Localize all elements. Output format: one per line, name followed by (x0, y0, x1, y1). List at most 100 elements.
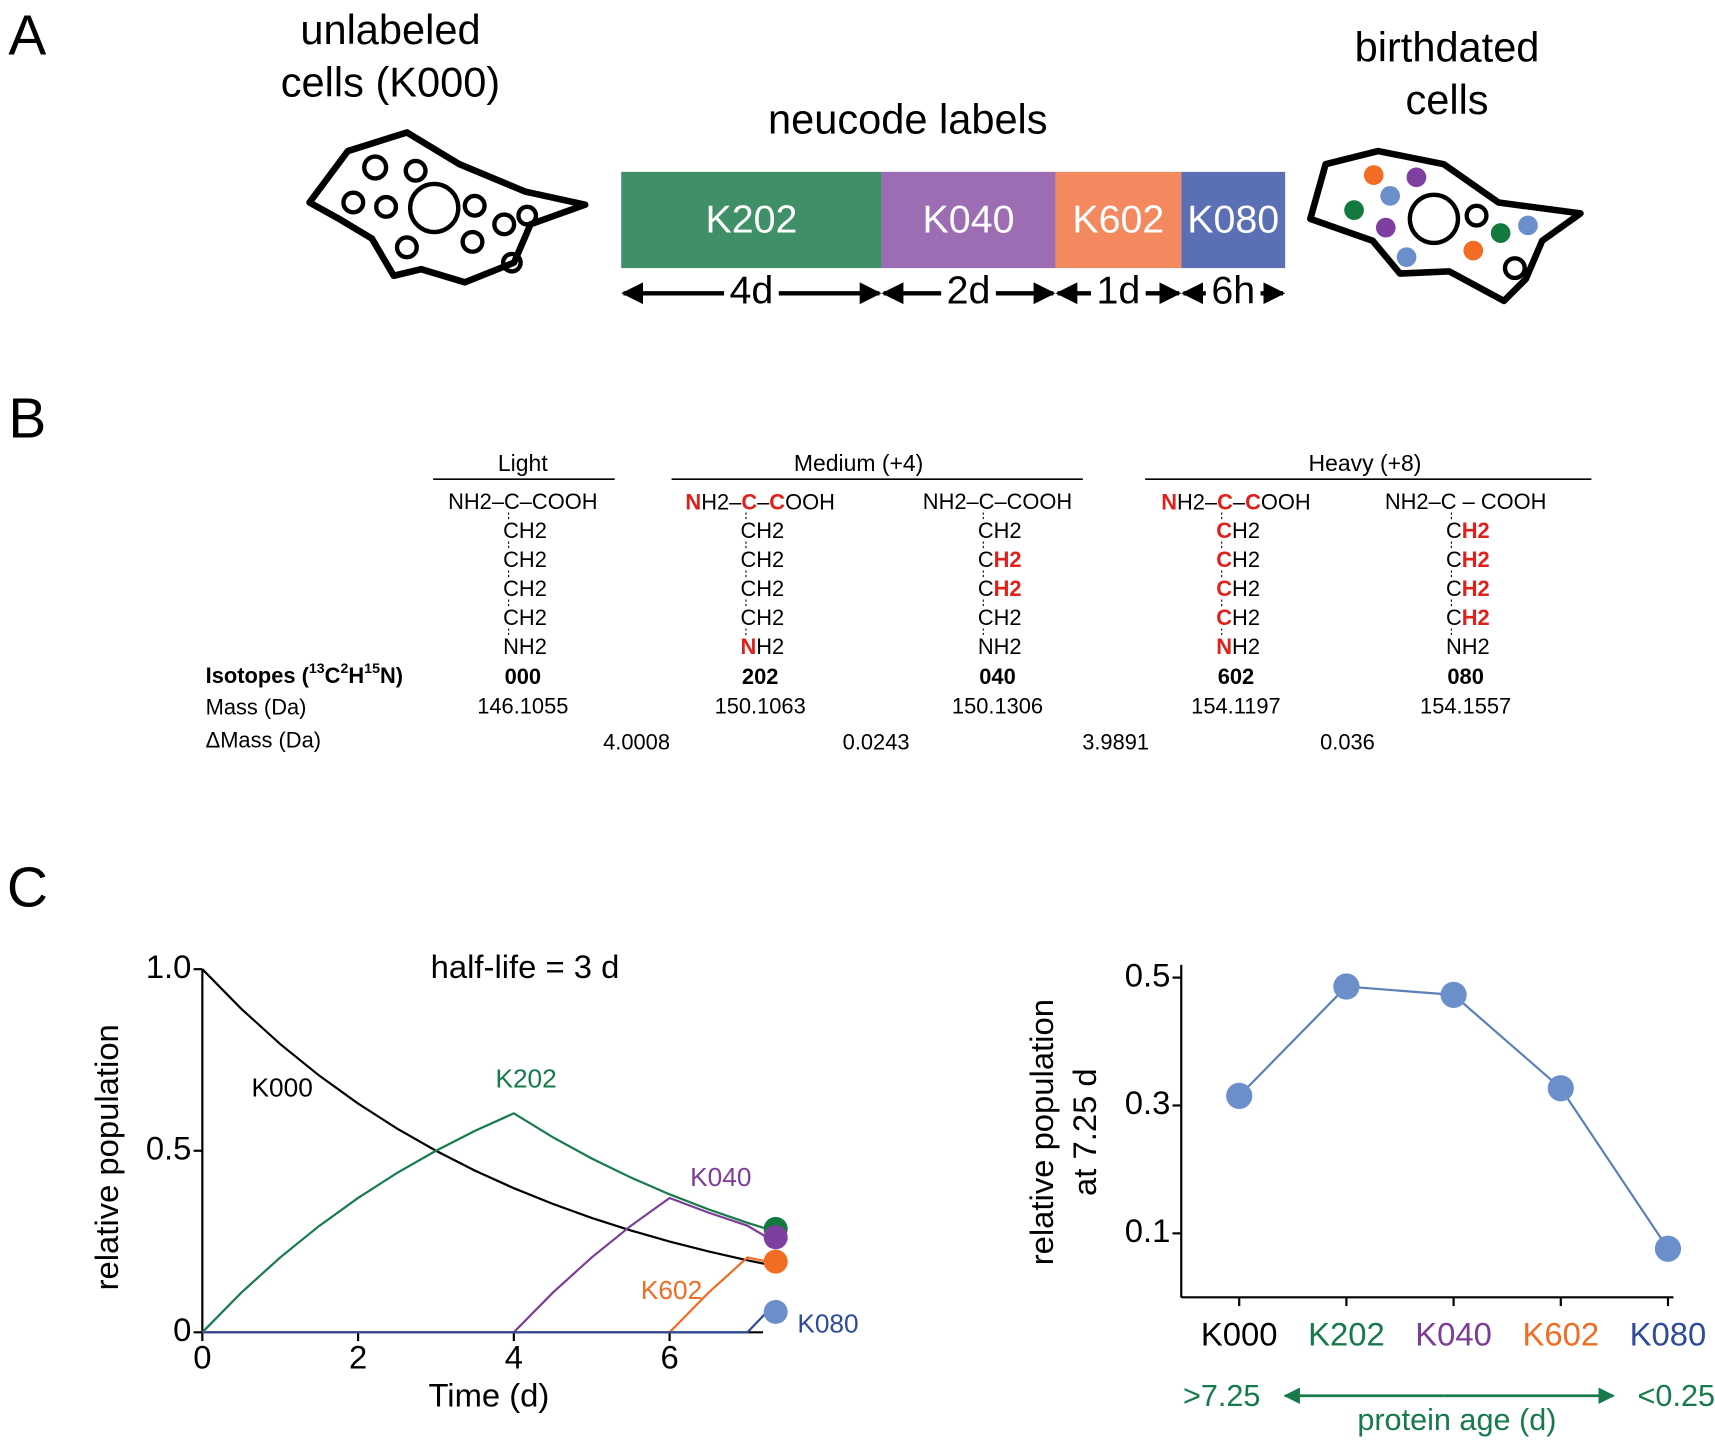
bar-title: neucode labels (768, 96, 1048, 143)
isotope-atom: N (685, 489, 701, 514)
text-run: C (978, 576, 994, 601)
segment-label: K080 (1187, 198, 1279, 242)
series-line (1238, 985, 1669, 1250)
series-label: K202 (495, 1064, 556, 1094)
formula-line: CH2 (978, 605, 1022, 630)
delta-mass-value: 0.0243 (843, 730, 910, 755)
x-tick-label: K040 (1415, 1315, 1492, 1352)
formula-line: CH2 (1216, 605, 1260, 630)
text-run: H2 (1232, 634, 1260, 659)
isotope-code: 202 (742, 664, 778, 689)
formula-line: CH2 (1446, 547, 1490, 572)
x-tick-label: 2 (349, 1338, 367, 1375)
formula-line: CH2 (740, 518, 784, 543)
text-run: C (1446, 518, 1462, 543)
isotope-code: 000 (505, 664, 541, 689)
isotope-atom: H2 (1462, 605, 1490, 630)
formula-line: CH2 (740, 576, 784, 601)
x-tick-label: K000 (1201, 1315, 1278, 1352)
x-tick-label: K602 (1522, 1315, 1599, 1352)
formula-line: CH2 (978, 576, 1022, 601)
series-label: K602 (641, 1275, 702, 1305)
text-run: OOH (785, 489, 835, 514)
y-tick-label: 0.5 (146, 1129, 192, 1166)
isotope-atom: C (1216, 576, 1232, 601)
annotation: half-life = 3 d (431, 948, 620, 985)
series-line (201, 968, 768, 1266)
text-run: C (1446, 605, 1462, 630)
group-label: Light (498, 450, 548, 476)
formula-line: CH2 (503, 518, 547, 543)
isotope-atom: C (1217, 489, 1233, 514)
delta-mass-value: 0.036 (1320, 730, 1375, 755)
y-tick-label: 0.5 (1125, 956, 1171, 993)
row-label: Mass (Da) (206, 695, 307, 720)
x-tick-label: 0 (193, 1338, 211, 1375)
formula-line: CH2 (503, 576, 547, 601)
annotation: protein age (d) (1357, 1403, 1556, 1437)
annotation: <0.25 (1638, 1379, 1715, 1413)
formula-line: CH2 (740, 547, 784, 572)
formula-line: NH2–C–COOH (685, 489, 834, 514)
text-run: – (757, 489, 770, 514)
duration-label: 6h (1211, 269, 1255, 313)
text-run: H2– (701, 489, 742, 514)
formula-line: CH2 (1446, 605, 1490, 630)
delta-mass-value: 3.9891 (1082, 730, 1149, 755)
end-marker (763, 1225, 788, 1250)
x-tick-label: 6 (660, 1338, 678, 1375)
text-run: C (1446, 547, 1462, 572)
cell-label: unlabeled (300, 6, 480, 53)
isotope-code: 080 (1447, 664, 1483, 689)
text-run: H2– (1177, 489, 1218, 514)
series-line (202, 1311, 768, 1334)
formula-line: NH2–C–COOH (448, 489, 597, 514)
formula-line: CH2 (1216, 518, 1260, 543)
isotope-atom: H2 (994, 576, 1022, 601)
text-run: H2 (1232, 518, 1260, 543)
duration-label: 4d (730, 269, 774, 313)
superscript: 13 (309, 661, 325, 677)
end-marker (763, 1299, 788, 1324)
superscript: 15 (364, 661, 380, 677)
unlabeled-cell (306, 129, 589, 286)
isotope-atom: C (769, 489, 785, 514)
text-run: C (325, 663, 341, 688)
formula-line: CH2 (978, 547, 1022, 572)
label-segment (881, 171, 1056, 269)
series-label: K000 (252, 1072, 313, 1102)
data-point (1333, 973, 1360, 1000)
series-line (201, 1112, 768, 1334)
formula-line: CH2 (1446, 518, 1490, 543)
series-line (202, 1196, 768, 1334)
annotation: >7.25 (1183, 1379, 1260, 1413)
isotope-code: 602 (1218, 664, 1254, 689)
text-run: H (348, 663, 364, 688)
isotope-atom: N (1216, 634, 1232, 659)
isotope-atom: C (1216, 605, 1232, 630)
isotope-atom: H2 (1462, 576, 1490, 601)
group-label: Heavy (+8) (1309, 450, 1422, 476)
row-label: Isotopes (13C2H15N) (206, 661, 403, 688)
segment-label: K040 (923, 198, 1015, 242)
formula-line: CH2 (1216, 576, 1260, 601)
y-tick-label: 0.1 (1125, 1212, 1171, 1249)
duration-label: 2d (947, 269, 991, 313)
isotope-atom: C (1245, 489, 1261, 514)
duration-label: 1d (1096, 269, 1140, 313)
data-point (1654, 1235, 1682, 1262)
cell-label: birthdated (1355, 23, 1540, 70)
superscript: 2 (340, 661, 348, 677)
x-axis-title: Time (d) (428, 1377, 549, 1414)
row-label: ΔMass (Da) (206, 727, 321, 752)
isotope-atom: H2 (994, 547, 1022, 572)
isotope-atom: N (740, 634, 756, 659)
series-label: K040 (690, 1162, 751, 1192)
formula-line: NH2 (503, 634, 547, 659)
y-tick-label: 1.0 (146, 948, 192, 985)
series-label: K080 (797, 1309, 858, 1339)
formula-line: NH2–C–COOH (1161, 489, 1310, 514)
text-run: – (1233, 489, 1246, 514)
isotope-atom: C (741, 489, 757, 514)
x-tick-label: K202 (1308, 1315, 1385, 1352)
